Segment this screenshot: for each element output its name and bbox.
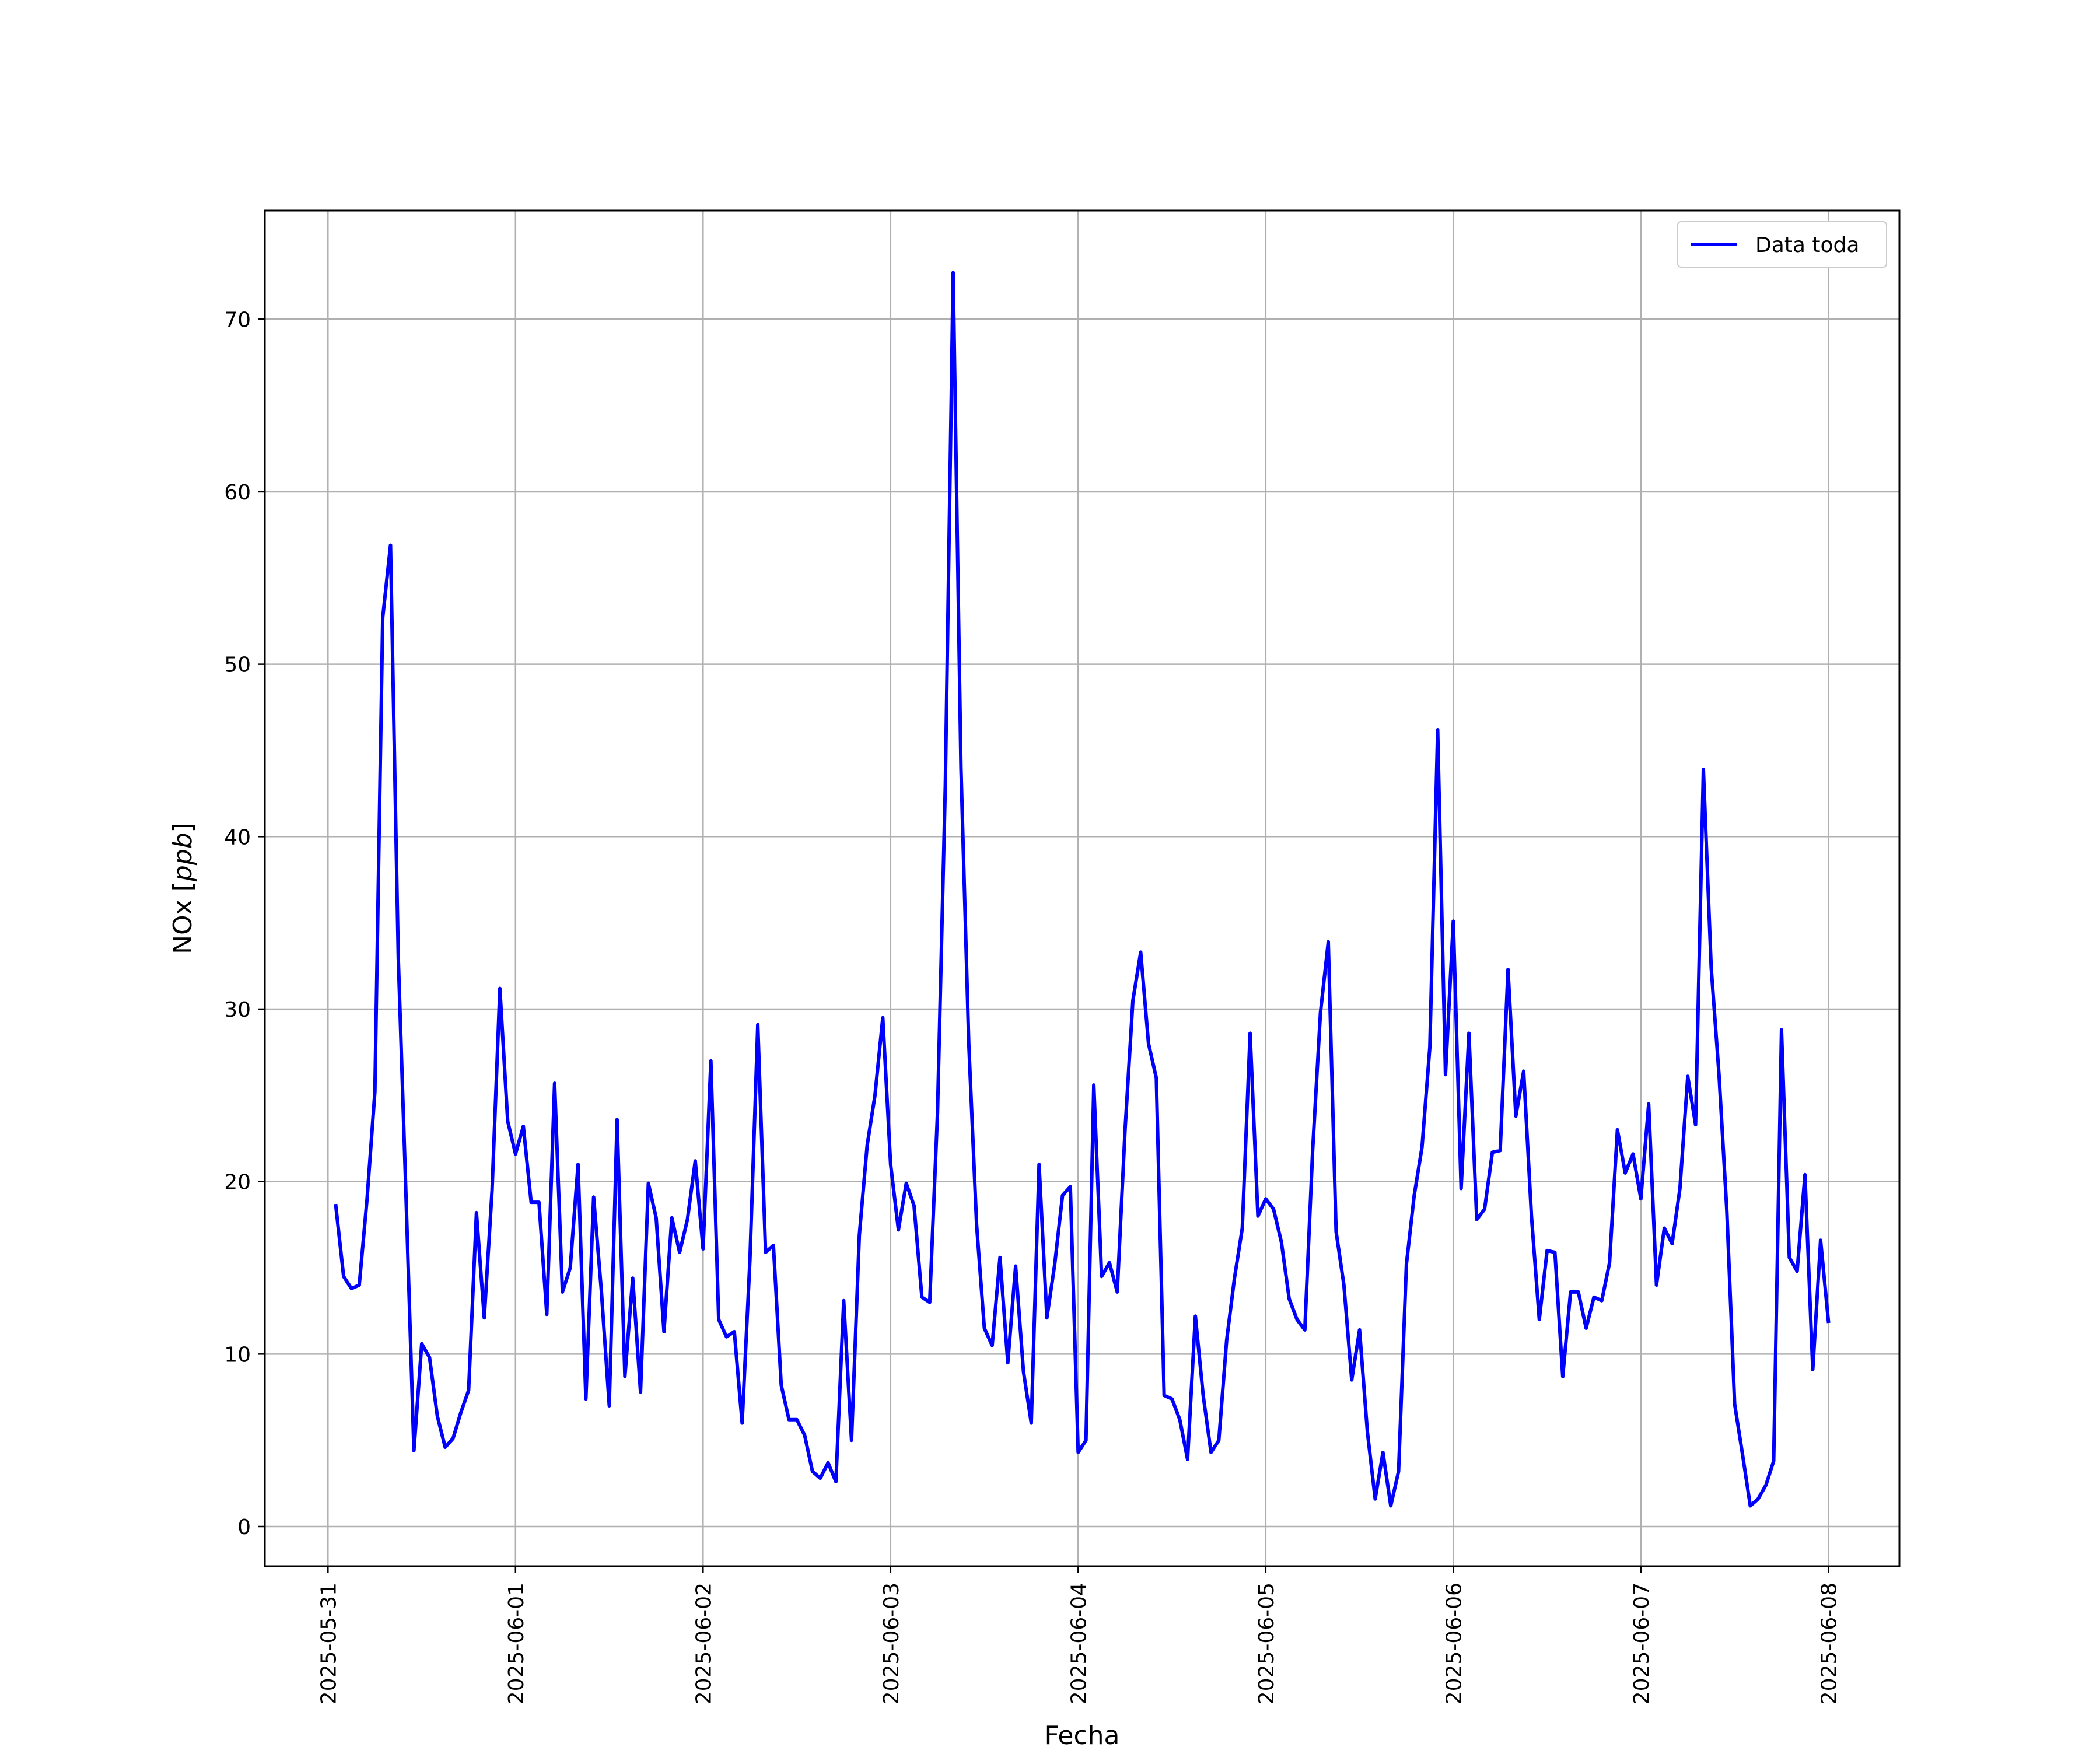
legend-label: Data toda xyxy=(1755,233,1859,257)
x-tick-label: 2025-05-31 xyxy=(317,1583,341,1704)
legend-box xyxy=(1677,221,1887,268)
series-layer xyxy=(334,271,1831,1508)
y-tick-label: 20 xyxy=(224,1171,251,1195)
grid xyxy=(265,211,1899,1566)
y-tick-label: 50 xyxy=(224,653,251,677)
y-axis-label-unit: ppb xyxy=(168,832,198,882)
x-tick-label: 2025-06-01 xyxy=(505,1583,528,1704)
axis-ticks: 0 10 20 30 40 50 60 70 2025-05-31 2025-06-01 2025-… xyxy=(224,308,1841,1704)
x-tick-label: 2025-06-06 xyxy=(1442,1583,1466,1704)
x-tick-label: 2025-06-03 xyxy=(880,1583,904,1704)
y-tick-label: 10 xyxy=(224,1343,251,1367)
x-tick-label: 2025-06-05 xyxy=(1255,1583,1279,1704)
y-axis-label: NOx [ppb] xyxy=(168,822,198,954)
series-line-data-toda xyxy=(334,271,1831,1508)
y-tick-label: 0 xyxy=(237,1516,251,1539)
legend: Data toda xyxy=(1677,221,1887,268)
x-tick-label: 2025-06-08 xyxy=(1817,1583,1841,1704)
plot-area-frame xyxy=(264,209,1901,1567)
x-axis-label: Fecha xyxy=(1044,1721,1119,1750)
y-tick-label: 30 xyxy=(224,998,251,1022)
y-axis-label-text: NOx xyxy=(168,891,198,954)
x-tick-label: 2025-06-04 xyxy=(1067,1583,1091,1704)
y-tick-label: 40 xyxy=(224,825,251,849)
x-tick-label: 2025-06-07 xyxy=(1630,1583,1654,1704)
x-tick-label: 2025-06-02 xyxy=(692,1583,716,1704)
y-tick-label: 70 xyxy=(224,308,251,332)
y-tick-label: 60 xyxy=(224,481,251,505)
